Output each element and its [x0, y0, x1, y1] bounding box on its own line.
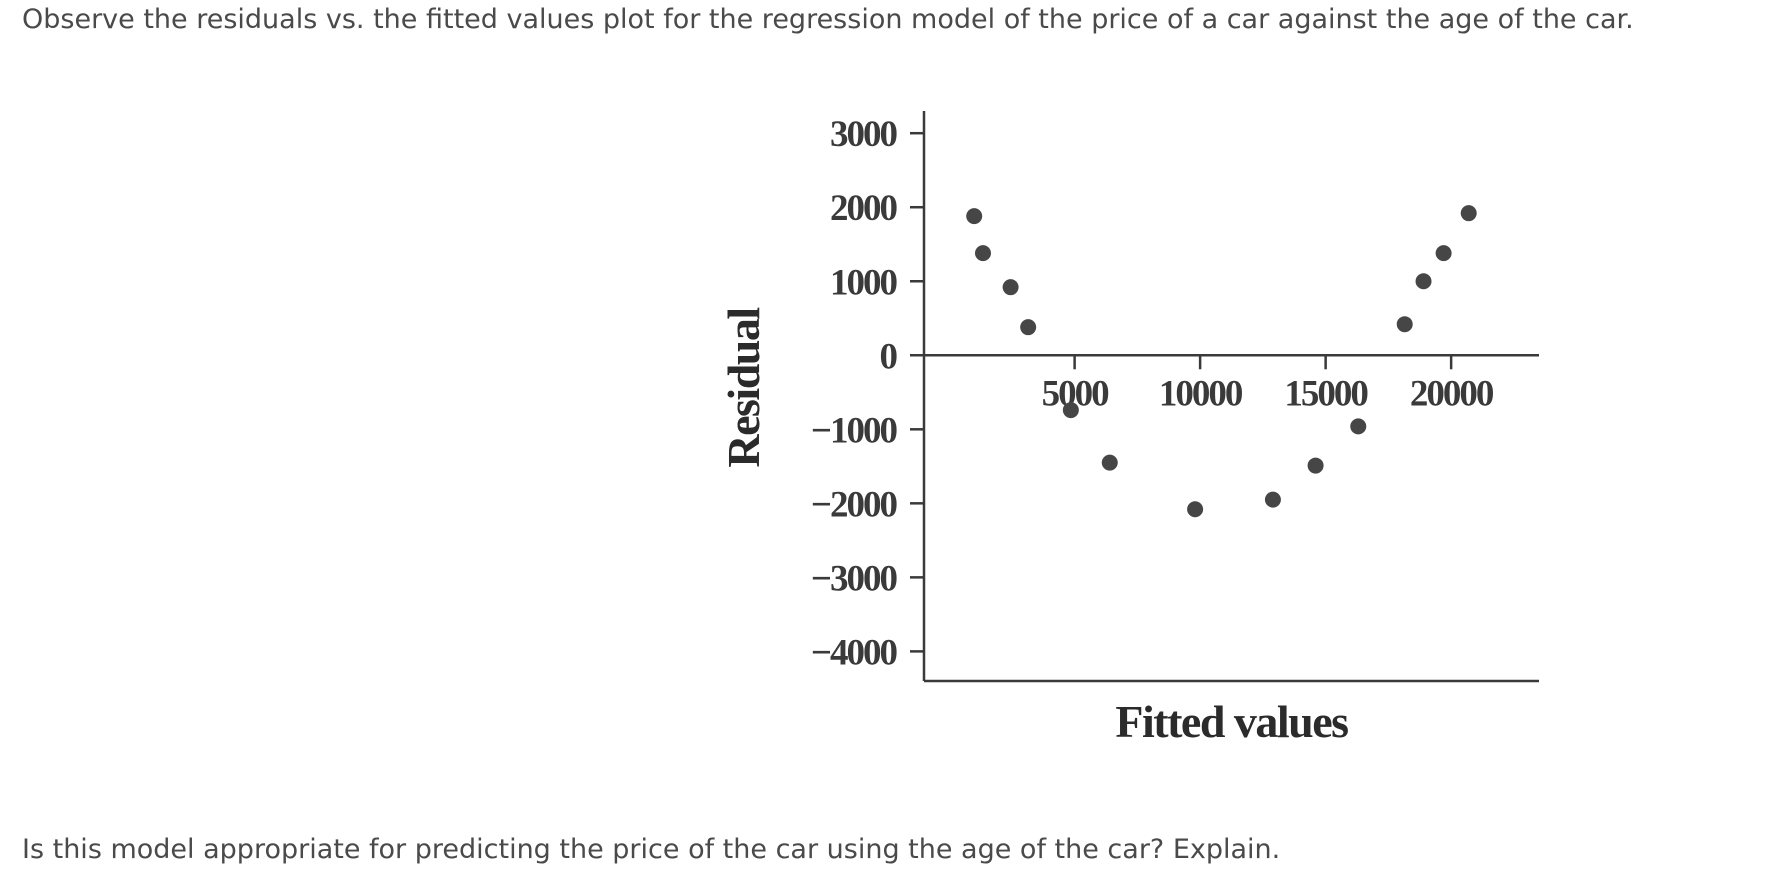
data-point — [1396, 316, 1413, 333]
data-point — [1187, 501, 1204, 518]
data-point — [1020, 319, 1037, 336]
y-tick-label: 0 — [880, 336, 898, 377]
data-point — [1415, 273, 1432, 290]
y-tick-label: −2000 — [811, 484, 898, 525]
y-tick-label: 1000 — [830, 262, 898, 303]
x-tick-label: 10000 — [1159, 373, 1243, 414]
x-tick-label: 20000 — [1410, 373, 1494, 414]
y-tick-label: −3000 — [811, 558, 898, 599]
y-tick-label: 2000 — [830, 188, 898, 229]
data-point — [1002, 279, 1019, 296]
y-ticks: 3000 2000 1000 0 −1000 −2000 −3000 −4000 — [811, 114, 924, 673]
intro-text: Observe the residuals vs. the fitted val… — [22, 4, 1634, 35]
y-axis-title: Residual — [718, 308, 769, 468]
data-points — [966, 205, 1477, 518]
data-point — [1460, 205, 1477, 222]
x-axis-title: Fitted values — [1115, 696, 1348, 747]
data-point — [1264, 491, 1281, 508]
data-point — [974, 245, 991, 262]
y-tick-label: 3000 — [830, 114, 898, 155]
data-point — [1435, 245, 1452, 262]
y-tick-label: −4000 — [811, 632, 898, 673]
x-ticks: 5000 10000 15000 20000 — [1042, 355, 1496, 414]
question-text: Is this model appropriate for predicting… — [22, 834, 1281, 865]
data-point — [1350, 418, 1367, 435]
data-point — [1101, 454, 1118, 471]
data-point — [966, 208, 983, 225]
data-point — [1307, 457, 1324, 474]
data-point — [1062, 402, 1079, 419]
y-tick-label: −1000 — [811, 410, 898, 451]
x-tick-label: 15000 — [1284, 373, 1368, 414]
